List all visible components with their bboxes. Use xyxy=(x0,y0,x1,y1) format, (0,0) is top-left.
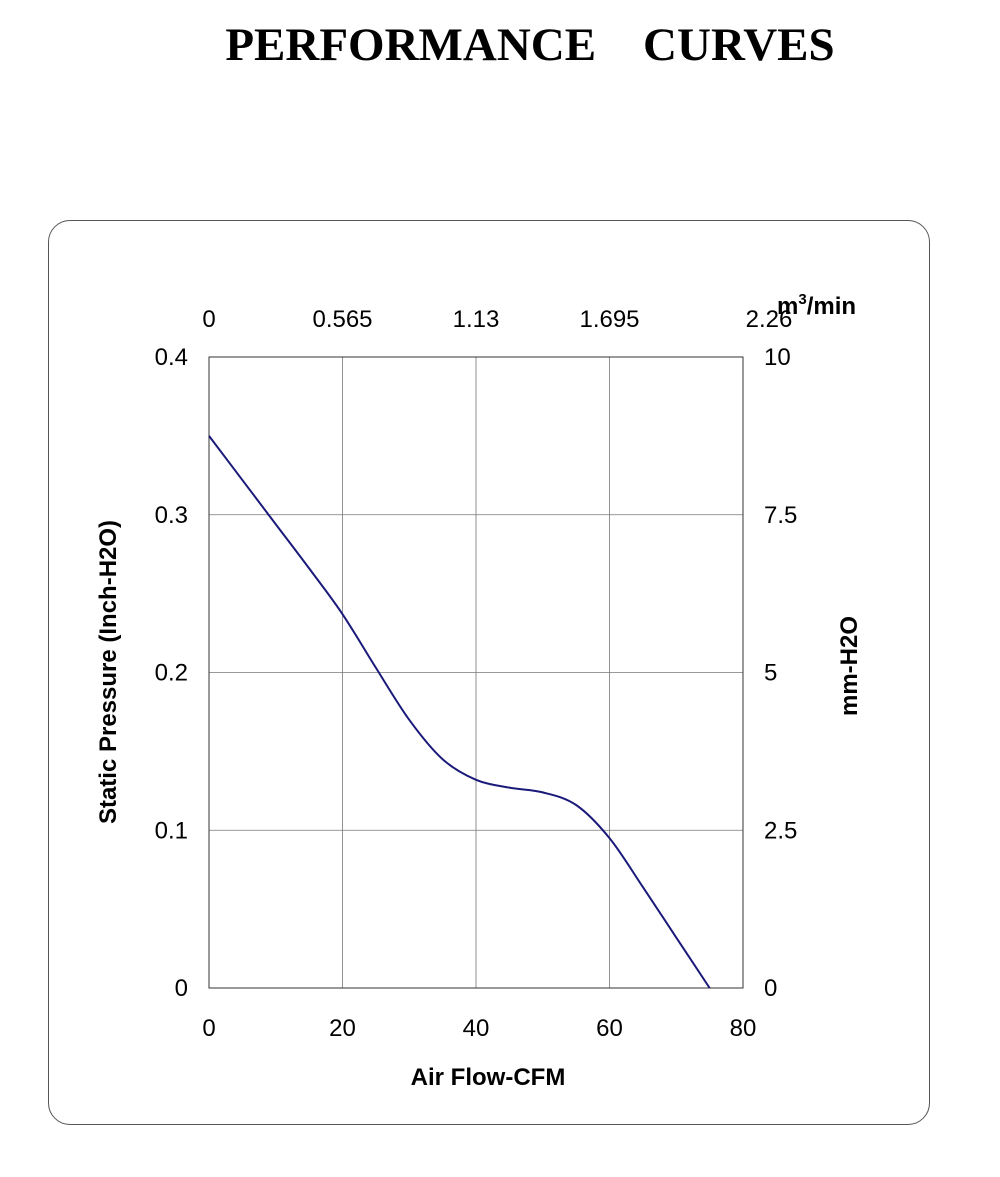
y2-tick-label: 10 xyxy=(764,344,791,371)
x2-tick-label: 0.565 xyxy=(312,306,372,333)
x2-tick-label: 0 xyxy=(202,306,215,333)
x2-tick-label: 1.13 xyxy=(453,306,500,333)
y-axis-label: Static Pressure (Inch-H2O) xyxy=(95,520,122,824)
x-tick-label: 60 xyxy=(596,1015,623,1042)
y-tick-label: 0.2 xyxy=(155,660,188,687)
grid-lines xyxy=(209,357,743,988)
chart-frame xyxy=(48,220,930,1125)
plot-area xyxy=(208,356,744,989)
page-title: PERFORMANCE CURVES xyxy=(225,19,835,71)
x2-axis-label-rest: /min xyxy=(807,293,856,320)
x2-tick-label: 1.695 xyxy=(579,306,639,333)
y-tick-label: 0 xyxy=(175,975,188,1002)
y2-tick-label: 5 xyxy=(764,660,777,687)
x-tick-label: 20 xyxy=(329,1015,356,1042)
y-tick-label: 0.1 xyxy=(155,817,188,844)
y-tick-label: 0.4 xyxy=(155,344,188,371)
x-tick-label: 40 xyxy=(463,1015,490,1042)
x2-tick-label: 2.26 xyxy=(746,306,793,333)
y2-axis-label: mm-H2O xyxy=(836,616,863,716)
y2-tick-label: 2.5 xyxy=(764,817,797,844)
tick-labels: 0 20 40 60 80 0 0.565 1.13 1.695 2.26 0 0.1 0.2 0.3 0.… xyxy=(155,306,798,1042)
y2-tick-label: 0 xyxy=(764,975,777,1002)
x-tick-label: 0 xyxy=(202,1015,215,1042)
x-tick-label: 80 xyxy=(730,1015,757,1042)
x2-axis-label: m3/min xyxy=(777,291,856,320)
series-line xyxy=(208,435,711,989)
x2-axis-label-sup: 3 xyxy=(798,291,806,308)
y2-tick-label: 7.5 xyxy=(764,502,797,529)
x2-axis-label-base: m xyxy=(777,293,798,320)
y-tick-label: 0.3 xyxy=(155,502,188,529)
x-axis-label: Air Flow-CFM xyxy=(411,1064,566,1091)
